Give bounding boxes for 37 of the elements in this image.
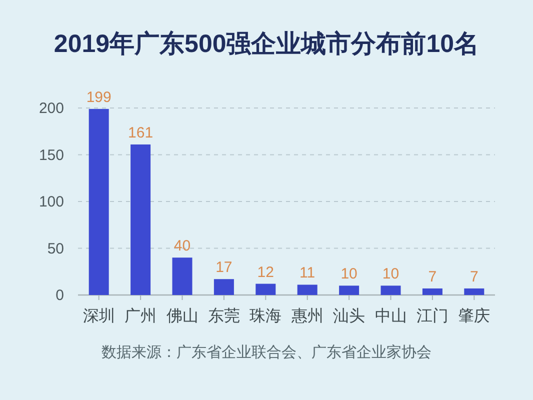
bar xyxy=(256,284,276,295)
bar xyxy=(297,284,318,295)
chart-title: 2019年广东500强企业城市分布前10名 xyxy=(54,30,480,58)
data-label: 199 xyxy=(86,88,112,106)
data-label: 7 xyxy=(428,268,437,286)
bar xyxy=(88,108,109,295)
data-label: 12 xyxy=(257,264,274,281)
data-label: 7 xyxy=(470,268,478,286)
bar xyxy=(130,144,151,295)
x-tick-label: 惠州 xyxy=(290,307,324,325)
x-tick-label: 珠海 xyxy=(250,307,282,325)
source-note: 数据来源：广东省企业联合会、广东省企业家协会 xyxy=(102,344,432,361)
x-tick-label: 江门 xyxy=(416,307,448,325)
data-label: 10 xyxy=(340,266,358,283)
bar xyxy=(172,258,192,295)
x-tick-label: 深圳 xyxy=(82,307,115,325)
bar xyxy=(339,286,360,295)
y-tick-label: 0 xyxy=(56,287,64,304)
bar xyxy=(464,288,484,295)
x-tick-label: 中山 xyxy=(374,307,407,325)
bar xyxy=(422,288,442,295)
data-label: 17 xyxy=(216,259,232,276)
data-label: 10 xyxy=(382,266,400,283)
bar xyxy=(380,286,401,295)
x-tick-label: 汕头 xyxy=(333,307,366,325)
x-tick-label: 东莞 xyxy=(208,307,240,325)
y-tick-label: 150 xyxy=(38,146,64,164)
x-tick-label: 广州 xyxy=(124,307,157,325)
data-label: 161 xyxy=(128,124,154,142)
y-tick-label: 50 xyxy=(47,240,64,258)
data-label: 40 xyxy=(174,238,191,255)
data-label: 11 xyxy=(300,264,316,282)
x-tick-label: 佛山 xyxy=(166,307,198,325)
bar xyxy=(214,279,234,295)
x-tick-label: 肇庆 xyxy=(458,307,490,325)
y-tick-label: 100 xyxy=(38,194,64,210)
y-tick-label: 200 xyxy=(38,100,64,117)
